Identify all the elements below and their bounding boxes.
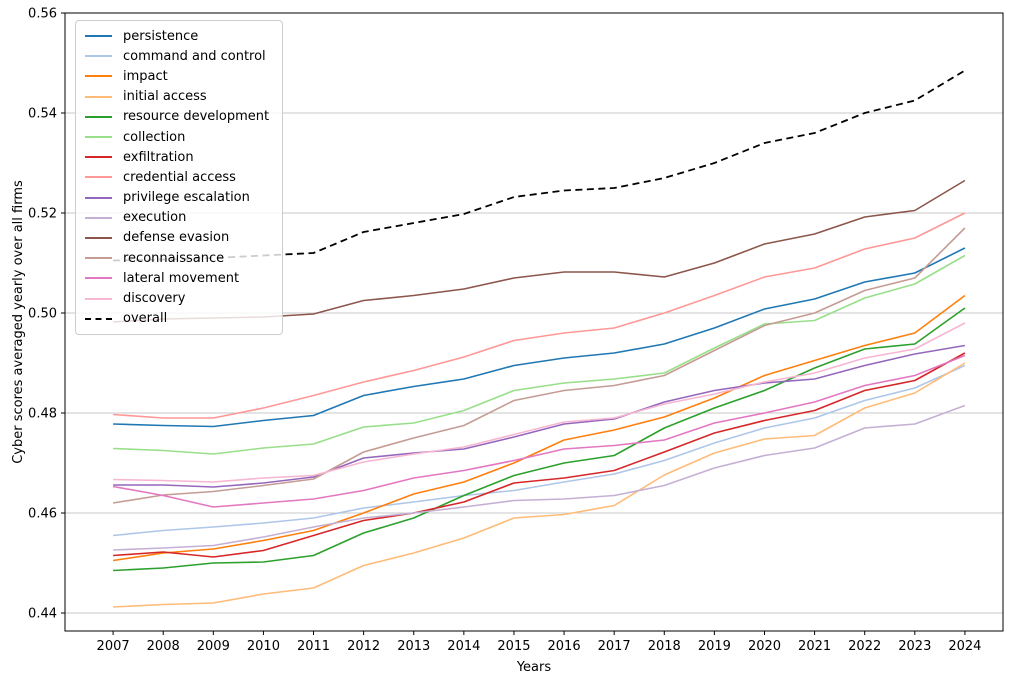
legend-label: lateral movement (123, 270, 240, 286)
legend-label: defense evasion (123, 230, 230, 246)
x-axis-label: Years (516, 660, 552, 675)
y-tick-label: 0.56 (28, 7, 57, 22)
legend-item-credential-access: credential access (84, 167, 274, 187)
legend-label: execution (123, 210, 187, 226)
x-tick-label: 2021 (798, 639, 831, 654)
legend-item-collection: collection (84, 127, 274, 147)
legend-label: reconnaissance (123, 250, 225, 266)
series-line-discovery (113, 322, 966, 483)
x-tick-label: 2013 (397, 639, 430, 654)
legend-line-sample (85, 236, 112, 239)
legend-item-privilege-escalation: privilege escalation (84, 188, 274, 208)
legend: persistence command and control impact init… (75, 20, 283, 335)
legend-label: credential access (123, 169, 236, 185)
legend-line-sample (85, 95, 112, 98)
legend-line-sample (85, 55, 112, 58)
series-line-execution (113, 404, 966, 551)
plot-border (64, 12, 1004, 632)
x-tick-label: 2016 (548, 639, 581, 654)
series-line-initial-access (113, 362, 966, 608)
legend-item-reconnaissance: reconnaissance (84, 248, 274, 268)
legend-line-sample (85, 156, 112, 159)
x-tick-label: 2019 (698, 639, 731, 654)
legend-line-sample (85, 196, 112, 199)
x-tick-label: 2012 (347, 639, 380, 654)
legend-item-exfiltration: exfiltration (84, 147, 274, 167)
legend-line-sample (85, 35, 112, 38)
series-line-impact (112, 294, 966, 562)
x-tick-label: 2015 (497, 639, 530, 654)
x-tick-label: 2018 (648, 639, 681, 654)
legend-label: discovery (123, 291, 186, 307)
legend-line-sample (85, 257, 112, 260)
legend-line-sample (85, 115, 112, 118)
legend-label: privilege escalation (123, 190, 250, 206)
legend-label: collection (123, 129, 186, 145)
legend-item-impact: impact (84, 66, 274, 86)
legend-line-sample (85, 75, 112, 78)
series-line-privilege-escalation (113, 344, 966, 488)
legend-label: persistence (123, 28, 199, 44)
legend-label: overall (123, 311, 168, 327)
legend-line-sample (85, 176, 112, 179)
x-tick-label: 2008 (147, 639, 180, 654)
x-tick-label: 2020 (748, 639, 781, 654)
x-tick-label: 2022 (848, 639, 881, 654)
series-line-collection (113, 254, 966, 455)
y-tick-label: 0.50 (28, 307, 57, 322)
y-axis-label: Cyber scores averaged yearly over all fi… (11, 180, 26, 464)
y-tick-label: 0.44 (28, 607, 57, 622)
legend-label: exfiltration (123, 149, 194, 165)
legend-item-discovery: discovery (84, 288, 274, 308)
legend-label: command and control (123, 48, 266, 64)
x-tick-label: 2007 (97, 639, 130, 654)
series-lines (112, 69, 966, 608)
x-tick-label: 2009 (197, 639, 230, 654)
legend-label: initial access (123, 89, 207, 105)
legend-item-resource-development: resource development (84, 107, 274, 127)
legend-line-sample (85, 277, 112, 280)
x-tick-label: 2014 (447, 639, 480, 654)
x-tick-label: 2023 (898, 639, 931, 654)
legend-item-persistence: persistence (84, 26, 274, 46)
series-line-exfiltration (113, 352, 966, 558)
axis-ticks: 0.44 0.46 0.48 0.50 0.52 0.54 0.56 2007 2008 2009… (28, 7, 981, 655)
legend-item-initial-access: initial access (84, 87, 274, 107)
y-tick-label: 0.48 (28, 407, 57, 422)
legend-line-sample (85, 136, 112, 139)
legend-item-execution: execution (84, 208, 274, 228)
series-line-credential-access (113, 212, 966, 419)
legend-label: resource development (123, 109, 270, 125)
legend-label: impact (123, 68, 168, 84)
series-line-reconnaissance (112, 227, 966, 504)
series-line-persistence (113, 247, 966, 428)
x-tick-label: 2017 (598, 639, 631, 654)
y-tick-label: 0.52 (28, 207, 57, 222)
series-line-lateral-movement (112, 354, 966, 508)
x-tick-label: 2011 (297, 639, 330, 654)
x-tick-label: 2024 (948, 639, 981, 654)
legend-line-sample (85, 317, 112, 320)
legend-item-command-and-control: command and control (84, 46, 274, 66)
series-line-resource-development (113, 307, 966, 572)
legend-line-sample (85, 297, 112, 300)
series-line-command-and-control (113, 364, 966, 537)
legend-line-sample (85, 216, 112, 219)
x-tick-label: 2010 (247, 639, 280, 654)
legend-item-lateral-movement: lateral movement (84, 268, 274, 288)
y-tick-label: 0.54 (28, 107, 57, 122)
legend-item-defense-evasion: defense evasion (84, 228, 274, 248)
y-tick-label: 0.46 (28, 507, 57, 522)
legend-item-overall: overall (84, 309, 274, 329)
